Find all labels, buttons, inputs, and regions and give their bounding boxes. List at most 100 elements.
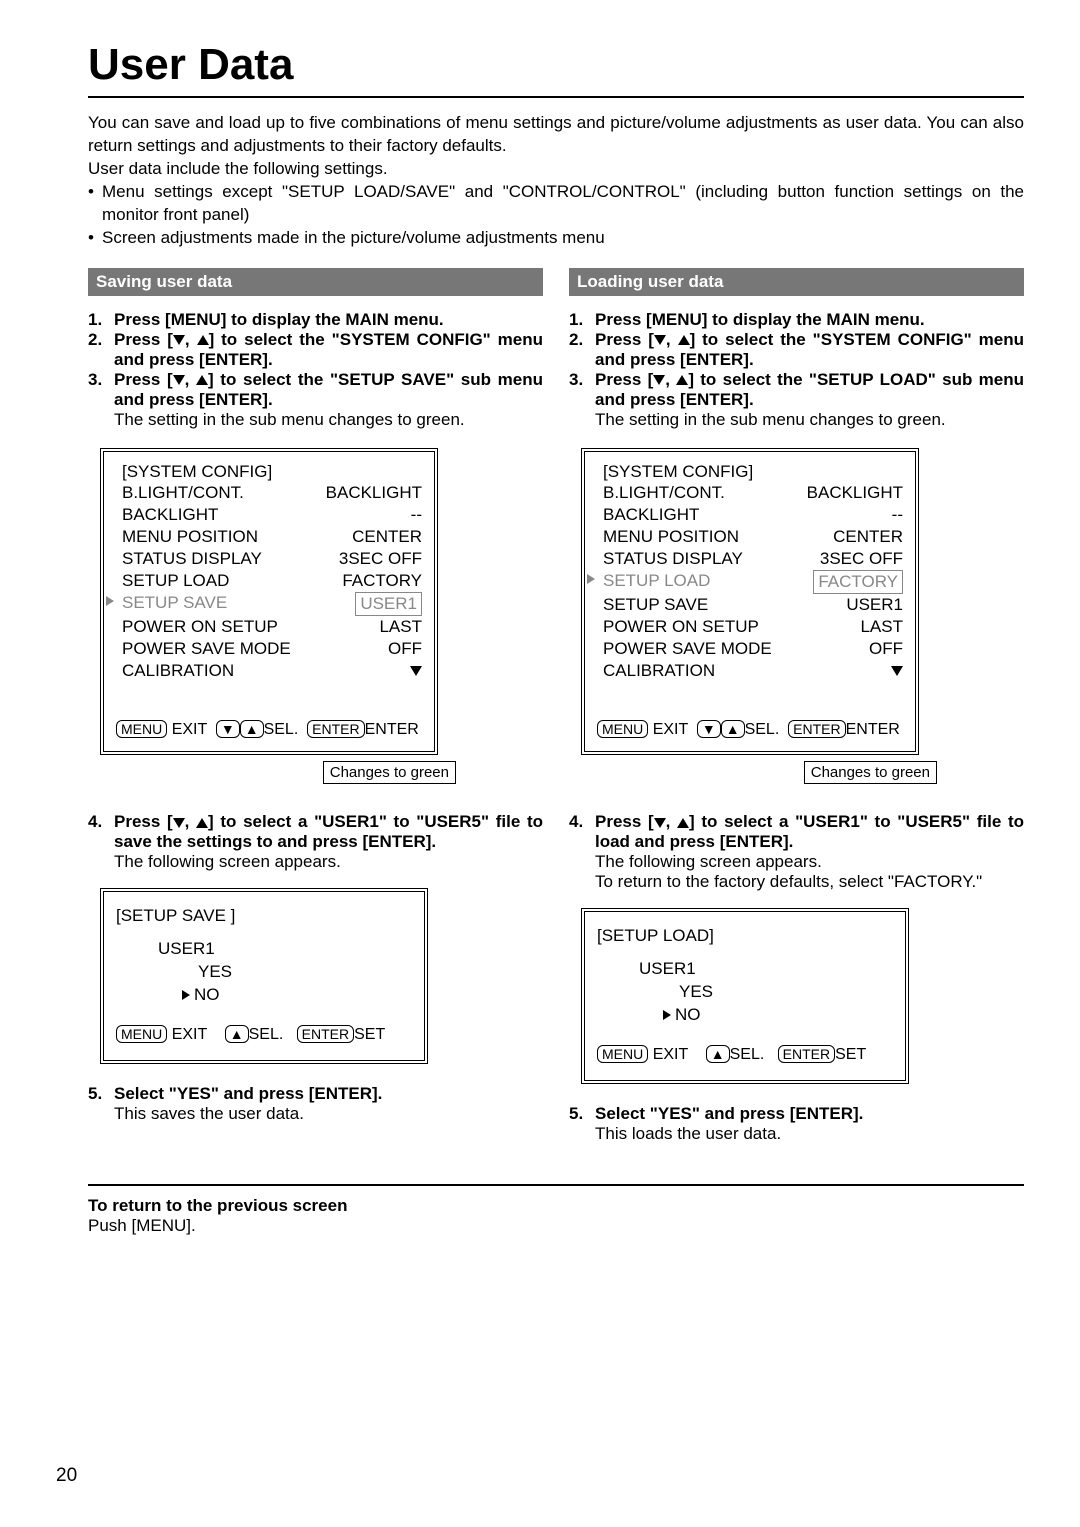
bullet-icon: • [88, 227, 102, 250]
calib-arrow [891, 660, 903, 682]
menu-nav: MENU EXIT ▼▲SEL. ENTERENTER [597, 720, 903, 739]
loading-step-4-text: Press [, ] to select a "USER1" to "USER5… [595, 812, 1024, 892]
menu-left: BACKLIGHT [603, 504, 892, 526]
saving-step-4-text: Press [, ] to select a "USER1" to "USER5… [114, 812, 543, 872]
menu-left: MENU POSITION [603, 526, 833, 548]
changes-to-green-note: Changes to green [323, 761, 456, 784]
menu-row: POWER ON SETUPLAST [116, 616, 422, 638]
s5-text: Select "YES" and press [ENTER]. [595, 1104, 863, 1123]
arrow-down-icon [653, 375, 665, 385]
saving-confirm-wrap: [SETUP SAVE ] USER1 YES NO MENU EXIT ▲SE… [100, 888, 428, 1064]
saving-step-3-text: Press [, ] to select the "SETUP SAVE" su… [114, 370, 543, 430]
calib-arrow [410, 660, 422, 682]
intro-b2: Screen adjustments made in the picture/v… [102, 227, 1024, 250]
comma: , [666, 812, 677, 831]
saving-step-1: 1. Press [MENU] to display the MAIN menu… [88, 310, 543, 330]
menu-right: CENTER [352, 526, 422, 548]
saving-header: Saving user data [88, 268, 543, 296]
footer-heading: To return to the previous screen [88, 1196, 347, 1215]
cursor-icon [106, 596, 114, 606]
loading-steps: 1. Press [MENU] to display the MAIN menu… [569, 310, 1024, 430]
step-number: 4. [569, 812, 595, 832]
nav-enter: ENTER [365, 721, 419, 738]
columns: Saving user data 1. Press [MENU] to disp… [88, 268, 1024, 1145]
menu-left: SETUP SAVE [122, 592, 355, 616]
arrow-down-icon [654, 335, 666, 345]
comma: , [185, 370, 196, 389]
s3-prefix: Press [ [114, 370, 173, 389]
s4-note2: To return to the factory defaults, selec… [595, 872, 982, 891]
s4-note: The following screen appears. [595, 852, 822, 871]
confirm-no: NO [675, 1005, 701, 1024]
s2-prefix: Press [ [114, 330, 173, 349]
nav-exit: EXIT [172, 1026, 207, 1043]
up-key-icon: ▲ [225, 1025, 249, 1043]
footer-text: To return to the previous screen Push [M… [88, 1196, 1024, 1236]
intro-p1: You can save and load up to five combina… [88, 112, 1024, 158]
menu-key: MENU [597, 1045, 648, 1063]
loading-steps-cont: 4. Press [, ] to select a "USER1" to "US… [569, 812, 1024, 892]
saving-step-2-text: Press [, ] to select the "SYSTEM CONFIG"… [114, 330, 543, 370]
s5-note: This loads the user data. [595, 1124, 781, 1143]
confirm-yes: YES [639, 981, 893, 1004]
loading-step-5: 5. Select "YES" and press [ENTER]. This … [569, 1104, 1024, 1144]
menu-row: BACKLIGHT-- [597, 504, 903, 526]
menu-left: B.LIGHT/CONT. [122, 482, 326, 504]
loading-step-4: 4. Press [, ] to select a "USER1" to "US… [569, 812, 1024, 892]
arrow-down-icon [173, 818, 185, 828]
menu-row: SETUP LOADFACTORY [116, 570, 422, 592]
confirm-no-row: NO [639, 1004, 893, 1027]
enter-key: ENTER [788, 720, 845, 738]
confirm-user: USER1 [639, 958, 893, 981]
footer-rule [88, 1184, 1024, 1186]
saving-menu-wrap: [SYSTEM CONFIG] B.LIGHT/CONT.BACKLIGHT B… [100, 448, 456, 756]
menu-left: SETUP SAVE [603, 594, 846, 616]
saving-confirm-box: [SETUP SAVE ] USER1 YES NO MENU EXIT ▲SE… [100, 888, 428, 1064]
menu-row-selected: SETUP SAVE USER1 [116, 592, 422, 616]
menu-left: POWER SAVE MODE [603, 638, 869, 660]
bullet-icon: • [88, 181, 102, 204]
nav-exit: EXIT [172, 721, 207, 738]
down-key-icon: ▼ [216, 720, 240, 738]
loading-step-1-text: Press [MENU] to display the MAIN menu. [595, 310, 1024, 330]
loading-menu-wrap: [SYSTEM CONFIG] B.LIGHT/CONT.BACKLIGHT B… [581, 448, 937, 756]
page: User Data You can save and load up to fi… [0, 0, 1080, 1527]
menu-right: OFF [388, 638, 422, 660]
saving-menu-box: [SYSTEM CONFIG] B.LIGHT/CONT.BACKLIGHT B… [100, 448, 438, 756]
saving-step-4: 4. Press [, ] to select a "USER1" to "US… [88, 812, 543, 872]
step-number: 1. [569, 310, 595, 330]
intro-bullet-2: • Screen adjustments made in the picture… [88, 227, 1024, 250]
step-number: 3. [569, 370, 595, 390]
arrow-up-icon [197, 335, 209, 345]
s3-note: The setting in the sub menu changes to g… [114, 410, 465, 429]
menu-row: CALIBRATION [597, 660, 903, 682]
menu-row: SETUP SAVEUSER1 [597, 594, 903, 616]
saving-step-2: 2. Press [, ] to select the "SYSTEM CONF… [88, 330, 543, 370]
s4-prefix: Press [ [595, 812, 654, 831]
page-title: User Data [88, 40, 1024, 90]
enter-key: ENTER [778, 1045, 835, 1063]
note-wrap: Changes to green [100, 759, 456, 784]
menu-key: MENU [116, 1025, 167, 1043]
step-number: 1. [88, 310, 114, 330]
loading-confirm-box: [SETUP LOAD] USER1 YES NO MENU EXIT ▲SEL… [581, 908, 909, 1084]
menu-right: 3SEC OFF [820, 548, 903, 570]
comma: , [666, 330, 678, 349]
menu-right: BACKLIGHT [807, 482, 903, 504]
menu-left: POWER SAVE MODE [122, 638, 388, 660]
page-number: 20 [56, 1465, 77, 1487]
menu-right: LAST [379, 616, 422, 638]
nav-exit: EXIT [653, 721, 688, 738]
intro-b1: Menu settings except "SETUP LOAD/SAVE" a… [102, 181, 1024, 227]
arrow-up-icon [678, 335, 690, 345]
comma: , [185, 330, 197, 349]
menu-left: BACKLIGHT [122, 504, 411, 526]
menu-row: CALIBRATION [116, 660, 422, 682]
menu-right: 3SEC OFF [339, 548, 422, 570]
up-key-icon: ▲ [721, 720, 745, 738]
menu-right: CENTER [833, 526, 903, 548]
menu-key: MENU [597, 720, 648, 738]
s4-note: The following screen appears. [114, 852, 341, 871]
confirm-yes: YES [158, 961, 412, 984]
menu-left: STATUS DISPLAY [603, 548, 820, 570]
